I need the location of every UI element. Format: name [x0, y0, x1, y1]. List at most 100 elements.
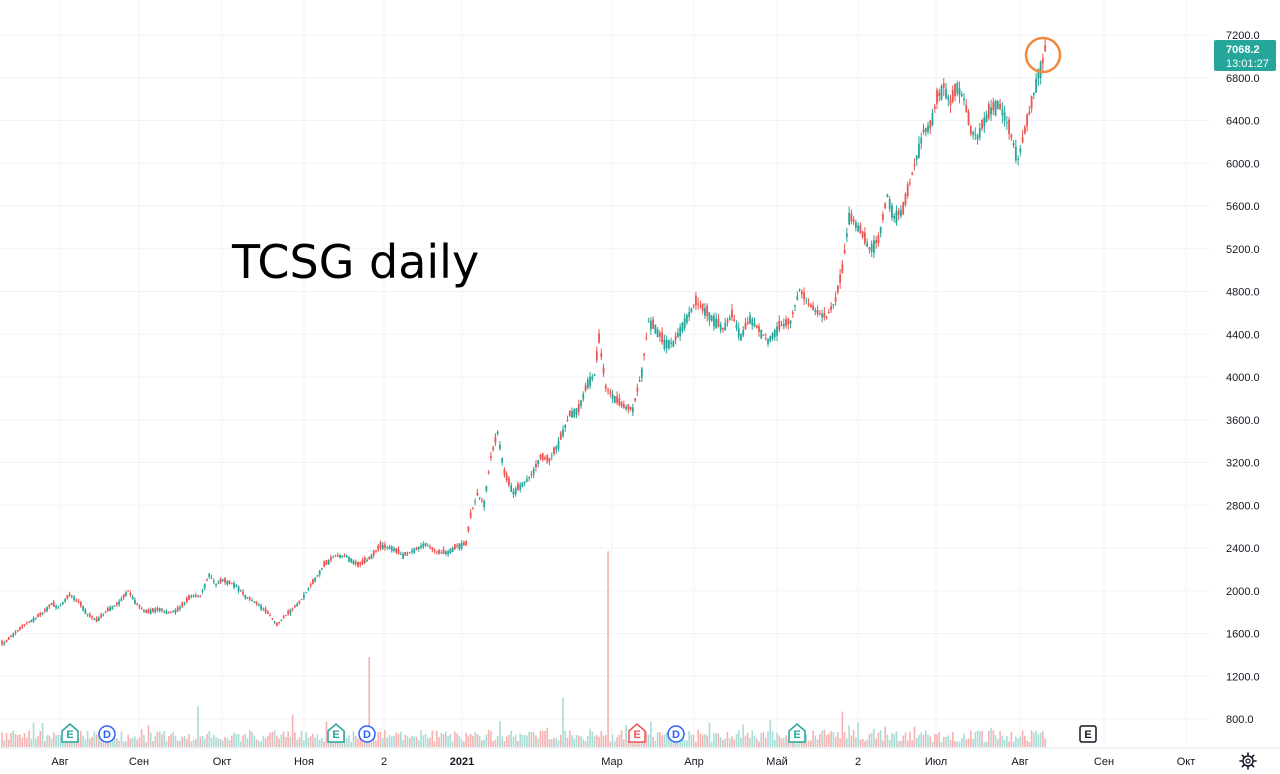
- time-axis[interactable]: Авг Сен Окт Ноя 2 2021 Мар Апр Май 2 Июл Авг Сен Окт: [0, 747, 1280, 774]
- candle: [323, 560, 326, 568]
- volume-bar: [1024, 735, 1026, 747]
- candle: [269, 613, 272, 617]
- candle: [514, 486, 517, 497]
- volume-bar: [521, 734, 524, 747]
- candle: [260, 603, 262, 612]
- volume-bar: [28, 730, 30, 747]
- volume-bar: [816, 739, 819, 747]
- candle: [185, 596, 188, 604]
- volume-bar: [656, 732, 659, 747]
- volume-bar: [244, 733, 247, 747]
- earnings-marker[interactable]: E: [1079, 725, 1097, 743]
- volume-bar: [492, 741, 494, 747]
- volume-bar: [859, 739, 862, 747]
- earnings-marker[interactable]: E: [628, 723, 646, 743]
- candle: [548, 457, 551, 466]
- candle: [70, 594, 73, 599]
- volume-bar: [147, 725, 150, 747]
- volume-bar: [240, 741, 242, 747]
- candle: [900, 205, 902, 219]
- volume-bar: [226, 738, 229, 747]
- earnings-marker[interactable]: E: [327, 723, 345, 743]
- volume-bar: [719, 737, 722, 747]
- candle: [165, 609, 168, 615]
- candle: [958, 81, 961, 104]
- volume-bar: [273, 730, 276, 747]
- earnings-marker[interactable]: E: [61, 723, 79, 743]
- candle: [904, 192, 907, 207]
- dividend-marker[interactable]: D: [98, 725, 116, 743]
- candle: [559, 430, 562, 441]
- volume-bar: [499, 721, 501, 747]
- volume-bar: [318, 739, 321, 747]
- candle: [823, 307, 826, 321]
- volume-bar: [215, 737, 217, 747]
- candle: [501, 457, 504, 466]
- volume-bar: [810, 740, 812, 747]
- volume-bar: [201, 735, 204, 747]
- earnings-marker[interactable]: E: [788, 723, 806, 743]
- candle: [909, 178, 911, 187]
- candle: [228, 580, 231, 585]
- event-label: D: [363, 729, 371, 741]
- volume-bar: [415, 736, 418, 747]
- volume-bar: [167, 736, 170, 747]
- volume-bar: [107, 741, 109, 747]
- candle: [1032, 91, 1035, 100]
- candle: [568, 410, 571, 417]
- candle: [913, 158, 916, 171]
- candle: [758, 323, 760, 337]
- candle: [487, 470, 490, 475]
- candle: [104, 610, 107, 614]
- candle: [857, 222, 860, 233]
- candle: [656, 327, 659, 338]
- price-axis[interactable]: 800.0 1200.0 1600.0 2000.0 2400.0 2800.0 3200.…: [1210, 0, 1280, 748]
- volume-bar: [408, 738, 411, 747]
- volume-bar: [44, 740, 46, 747]
- candle: [309, 582, 312, 589]
- candle: [929, 119, 932, 135]
- candle: [746, 316, 749, 326]
- candle: [686, 313, 688, 325]
- candle: [23, 624, 26, 627]
- volume-bar: [546, 727, 549, 747]
- dividend-marker[interactable]: D: [667, 725, 685, 743]
- volume-bar: [593, 736, 596, 747]
- candle: [339, 553, 341, 559]
- candle: [796, 291, 799, 301]
- candle: [740, 332, 742, 342]
- volume-bar: [289, 736, 292, 747]
- event-label: E: [793, 729, 800, 741]
- volume-bar: [122, 741, 125, 747]
- candle: [25, 621, 28, 625]
- candle: [361, 557, 364, 566]
- gear-icon[interactable]: [1239, 752, 1257, 770]
- volume-bar: [938, 731, 941, 747]
- volume-bar: [176, 740, 179, 747]
- volume-bar: [936, 734, 938, 747]
- dividend-marker[interactable]: D: [358, 725, 376, 743]
- volume-bar: [566, 737, 569, 747]
- volume-bar: [469, 733, 472, 747]
- volume-bar: [997, 739, 999, 747]
- volume-bar: [697, 729, 699, 747]
- volume-bar: [431, 730, 434, 747]
- candle: [138, 604, 141, 610]
- event-label: E: [332, 729, 339, 741]
- candle: [893, 213, 896, 223]
- volume-bar: [530, 731, 533, 747]
- candle: [325, 560, 328, 566]
- time-tick-label: 2: [855, 756, 861, 768]
- candle: [546, 454, 549, 465]
- candle: [733, 314, 736, 323]
- candle: [68, 591, 71, 597]
- candle: [1021, 129, 1024, 144]
- volume-bar: [695, 741, 697, 747]
- price-tick-label: 2800.0: [1226, 500, 1260, 512]
- candle: [845, 227, 848, 243]
- candle: [782, 318, 785, 330]
- volume-bar: [212, 734, 215, 747]
- candle: [683, 313, 686, 332]
